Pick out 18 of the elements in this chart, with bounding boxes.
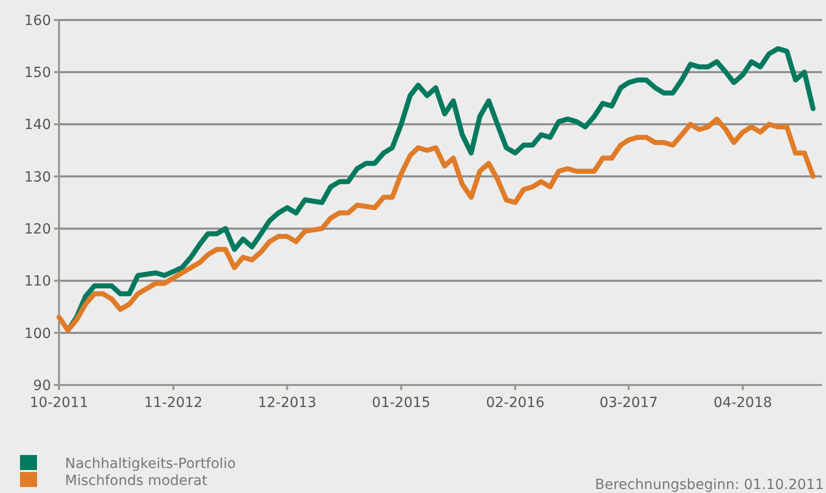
y-tick-label: 130 bbox=[24, 169, 51, 186]
legend-label: Nachhaltigkeits-Portfolio bbox=[65, 456, 236, 472]
legend-label: Mischfonds moderat bbox=[65, 473, 208, 489]
y-tick-label: 120 bbox=[24, 221, 51, 238]
x-tick-label: 12-2013 bbox=[258, 395, 316, 411]
y-tick-label: 150 bbox=[24, 65, 51, 82]
y-tick-label: 110 bbox=[24, 274, 51, 290]
x-tick-label: 02-2016 bbox=[486, 395, 545, 411]
y-tick-label: 100 bbox=[24, 326, 51, 342]
x-tick-label: 04-2018 bbox=[714, 395, 772, 411]
y-tick-label: 140 bbox=[24, 117, 51, 134]
x-tick-label: 01-2015 bbox=[372, 395, 430, 411]
y-tick-label: 90 bbox=[33, 378, 51, 394]
x-tick-label: 10-2011 bbox=[30, 395, 88, 411]
y-tick-label: 160 bbox=[24, 12, 51, 29]
x-tick-label: 03-2017 bbox=[599, 395, 658, 411]
text: Berechnungsbeginn: 01.10.2011 bbox=[595, 477, 824, 493]
x-tick-label: 11-2012 bbox=[144, 395, 203, 411]
